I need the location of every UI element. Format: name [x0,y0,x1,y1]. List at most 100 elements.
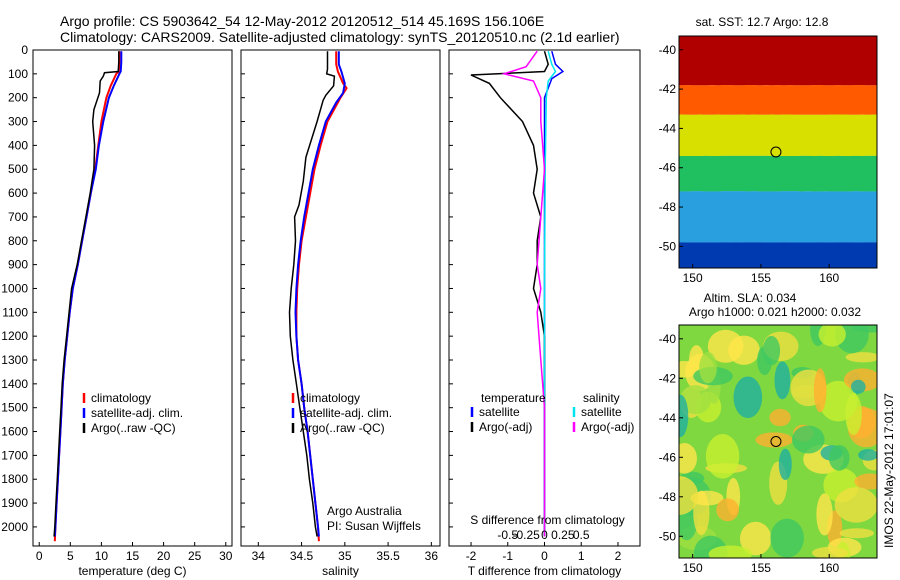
sla-blob [708,545,753,558]
sst-band-edge [721,112,727,115]
map-panels: -40 -42 -44 -46 -48 -50 150 155 160 sat. SST: 12.… [659,15,878,575]
map-title: sat. SST: 12.7 Argo: 12.8 [696,15,829,29]
sst-band-edge [691,152,697,156]
series-line [470,50,550,537]
sst-band-edge [853,113,859,115]
sst-band-edge [853,155,859,163]
sst-band-edge [727,112,733,115]
x-axis-label: temperature (deg C) [78,564,186,578]
y-tick-label: 200 [8,91,28,105]
x-tick-label: 2 [615,549,622,563]
x-tick-label: 30 [219,549,233,563]
sst-band-edge [835,114,841,117]
sst-band-edge [691,79,697,86]
sst-band-edge [763,155,769,157]
sst-band-edge [787,85,793,86]
y-tick-label: 0 [21,43,28,57]
sst-band-edge [685,186,691,192]
x-tick-label: -1 [502,549,513,563]
sst-band [679,242,877,268]
x-tick-label: 1 [578,549,585,563]
sla-blob [834,487,877,523]
sst-band-edge [817,108,823,115]
x-tick-label: 10 [95,549,109,563]
sst-band-edge [835,242,841,243]
sst-band-edge [865,82,871,86]
sst-band-edge [787,151,793,156]
sst-band [679,191,877,243]
sst-band-edge [841,187,847,192]
sst-band-edge [859,186,865,192]
y-tick-label: -50 [659,529,677,543]
sst-band-edge [847,112,853,115]
y-tick-label: 1100 [2,305,28,319]
sst-band-edge [691,241,697,243]
sst-band-edge [841,155,847,156]
sla-blob [850,379,866,394]
sla-blob [679,443,697,474]
sst-band-edge [859,155,865,156]
sst-band-edge [751,85,757,88]
sst-band-edge [769,81,775,86]
x-tick-label: 150 [683,561,703,575]
sst-band-edge [835,189,841,192]
x-tick-label: 25 [188,549,202,563]
profile-location-marker [770,436,782,447]
x-tick-label: 150 [683,271,703,285]
y-tick-label: 1700 [1,448,28,462]
map-field [679,36,877,268]
x-tick-label: 34 [252,549,266,563]
sst-band-edge [793,109,799,115]
plot-frame [240,49,441,547]
sst-band-edge [817,188,823,192]
panel-salinity: 34 34.5 35 35.5 36 salinity climatologysatelli… [240,49,441,578]
x-tick-label: 155 [751,271,771,285]
sla-blob [839,528,875,539]
sla-blob [813,368,827,413]
sla-blob [769,408,791,427]
sla-blob [858,449,877,461]
sla-blob [774,361,791,400]
sst-band-edge [697,191,703,197]
legend-label: Argo(..raw -QC) [91,421,176,435]
series-line [543,51,557,537]
sst-band-edge [697,81,703,86]
sst-band-edge [721,191,727,195]
sst-band-edge [823,149,829,156]
sst-band-edge [745,187,751,192]
sst-band-edge [781,114,787,119]
sst-band-edge [727,85,733,87]
sst-band-edge [871,242,877,245]
y-tick-label: 100 [8,67,28,81]
legend-label: climatology [91,391,151,405]
sla-blob [733,376,763,419]
annotation-text: Argo Australia [327,504,402,518]
sst-band-edge [757,155,763,158]
legend-label: satellite-adj. clim. [300,406,392,420]
sla-blob [845,393,862,435]
sst-band-edge [817,242,823,244]
x-tick-label: 0 [541,549,548,563]
sla-blob [762,335,781,366]
sst-band-edge [685,155,691,156]
sla-blob [845,352,877,363]
sst-band-edge [733,191,739,194]
sst-band-edge [871,184,877,192]
map-frame [678,324,878,559]
profile-panels: 0100200300400500600700800900100011001200… [1,43,641,578]
x-tick-label: -2 [466,549,477,563]
sst-band-edge [733,108,739,115]
sst-band-edge [709,241,715,243]
sst-band-edge [721,242,727,247]
series-line [543,50,565,537]
sst-band-edge [703,84,709,86]
sla-blob [818,325,846,347]
secondary-axis-label: S difference from climatology [470,513,625,527]
sst-band-edge [829,114,835,118]
sst-band-edge [793,236,799,243]
sst-band-edge [805,155,811,160]
sla-blob [699,351,717,384]
sst-band-edge [787,114,793,117]
sst-band-edge [733,242,739,246]
